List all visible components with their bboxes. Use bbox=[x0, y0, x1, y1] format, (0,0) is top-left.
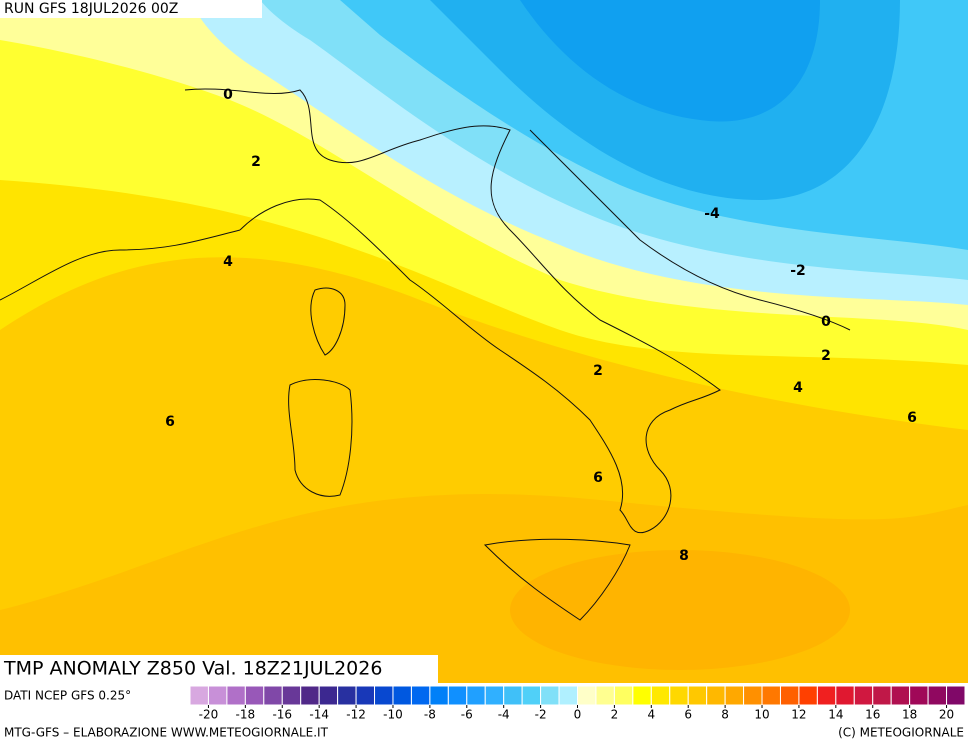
colorbar-cell bbox=[890, 685, 911, 706]
run-label: RUN GFS 18JUL2026 00Z bbox=[4, 1, 178, 17]
colorbar-cell bbox=[429, 685, 449, 706]
colorbar-cell bbox=[300, 685, 320, 706]
colorbar-cell bbox=[779, 685, 800, 706]
corsica-coast bbox=[310, 287, 346, 356]
coastlines bbox=[0, 88, 851, 621]
sicily-coast bbox=[483, 538, 631, 621]
colorbar-tick-label: -4 bbox=[498, 708, 510, 722]
contour-label: 6 bbox=[907, 410, 917, 426]
colorbar-tick-label: 4 bbox=[647, 708, 655, 722]
colorbar-cell bbox=[927, 685, 948, 706]
colorbar-cell bbox=[374, 685, 394, 706]
sardinia-coast bbox=[288, 379, 353, 497]
colorbar-cell bbox=[577, 685, 597, 706]
colorbar-cell bbox=[816, 685, 837, 706]
contour-label: 4 bbox=[223, 254, 233, 270]
contour-label: 4 bbox=[793, 380, 803, 396]
adriatic-coast bbox=[529, 129, 851, 331]
colorbar-tick-label: -12 bbox=[346, 708, 366, 722]
colorbar-cell bbox=[743, 685, 763, 706]
colorbar-tick-label: 8 bbox=[721, 708, 729, 722]
colorbar-cell bbox=[318, 685, 339, 706]
colorbar-cell bbox=[447, 685, 468, 706]
colorbar-tick-label: 12 bbox=[791, 708, 806, 722]
colorbar-cell bbox=[946, 685, 966, 706]
colorbar-cell bbox=[503, 685, 523, 706]
contour-label: 6 bbox=[593, 470, 603, 486]
colorbar-tick-label: -18 bbox=[236, 708, 256, 722]
band-minus5 bbox=[520, 0, 820, 122]
colorbar-cell bbox=[189, 685, 209, 706]
map: 0 2 4 6 2 6 8 -4 -2 0 2 4 6 RUN GFS 18JUL2026 00Z TM… bbox=[0, 0, 968, 683]
footer-right: (C) METEOGIORNALE bbox=[838, 726, 964, 740]
colorbar-tick-label: -6 bbox=[461, 708, 473, 722]
colorbar-tick-label: -10 bbox=[383, 708, 403, 722]
colorbar-cell bbox=[909, 685, 929, 706]
colorbar-cell bbox=[724, 685, 745, 706]
colorbar-cell bbox=[595, 685, 615, 706]
colorbar-tick-label: -20 bbox=[199, 708, 219, 722]
contour-label: 2 bbox=[593, 363, 603, 379]
contour-label: 8 bbox=[679, 548, 689, 564]
colorbar-cell bbox=[521, 685, 542, 706]
colorbar-cell bbox=[337, 685, 357, 706]
header-box bbox=[0, 0, 262, 18]
colorbar-cell bbox=[226, 685, 246, 706]
colorbar-cell bbox=[872, 685, 892, 706]
colorbar-cell bbox=[650, 685, 671, 706]
colorbar-cell bbox=[669, 685, 689, 706]
colorbar-cell bbox=[632, 685, 652, 706]
contour-label: 2 bbox=[251, 154, 261, 170]
title-box bbox=[0, 655, 438, 683]
colorbar-cell bbox=[798, 685, 818, 706]
colorbar-cell bbox=[706, 685, 726, 706]
data-source: DATI NCEP GFS 0.25° bbox=[4, 689, 131, 703]
contour-label: -2 bbox=[790, 263, 806, 279]
colorbar-cell bbox=[355, 685, 376, 706]
colorbar-cell bbox=[761, 685, 781, 706]
colorbar-cell bbox=[466, 685, 486, 706]
colorbar-tick-label: 0 bbox=[574, 708, 582, 722]
colorbar-tick-label: 6 bbox=[684, 708, 692, 722]
contour-label: 0 bbox=[821, 314, 831, 330]
colorbar-cell bbox=[613, 685, 634, 706]
colorbar-cell bbox=[853, 685, 874, 706]
colorbar-tick-label: -8 bbox=[424, 708, 436, 722]
colorbar-tick-label: 20 bbox=[939, 708, 954, 722]
contour-label: 2 bbox=[821, 348, 831, 364]
colorbar-cell bbox=[244, 685, 265, 706]
colorbar-cell bbox=[410, 685, 431, 706]
colorbar-cell bbox=[687, 685, 708, 706]
colorbar-tick-label: -2 bbox=[535, 708, 547, 722]
italy-coast bbox=[184, 88, 721, 533]
france-coast bbox=[0, 229, 241, 301]
contour-label: -4 bbox=[704, 206, 720, 222]
band-8 bbox=[510, 550, 850, 670]
colorbar-tick-label: 18 bbox=[902, 708, 917, 722]
colorbar: -20 -18 -16 -14 -12 -10 -8 -6 -4 -2 0 2 4 6 8 10 12 14 16 1… bbox=[189, 685, 966, 722]
colorbar-tick-label: 16 bbox=[865, 708, 880, 722]
colorbar-cell bbox=[281, 685, 302, 706]
colorbar-tick-label: -14 bbox=[309, 708, 329, 722]
colorbar-tick-label: -16 bbox=[272, 708, 292, 722]
colorbar-cell bbox=[207, 685, 228, 706]
colorbar-cell bbox=[540, 685, 560, 706]
colorbar-tick-label: 2 bbox=[611, 708, 619, 722]
colorbar-tick-label: 14 bbox=[828, 708, 843, 722]
colorbar-cell bbox=[263, 685, 283, 706]
colorbar-tick-label: 10 bbox=[754, 708, 769, 722]
colorbar-cell bbox=[835, 685, 855, 706]
contour-label: 0 bbox=[223, 87, 233, 103]
contour-label: 6 bbox=[165, 414, 175, 430]
contour-labels: 0 2 4 6 2 6 8 -4 -2 0 2 4 6 bbox=[165, 87, 917, 564]
map-title: TMP ANOMALY Z850 Val. 18Z21JUL2026 bbox=[3, 658, 382, 680]
colorbar-cell bbox=[558, 685, 578, 706]
colorbar-cell bbox=[392, 685, 412, 706]
footer-left: MTG-GFS – ELABORAZIONE WWW.METEOGIORNALE… bbox=[4, 726, 329, 740]
colorbar-cell bbox=[484, 685, 505, 706]
